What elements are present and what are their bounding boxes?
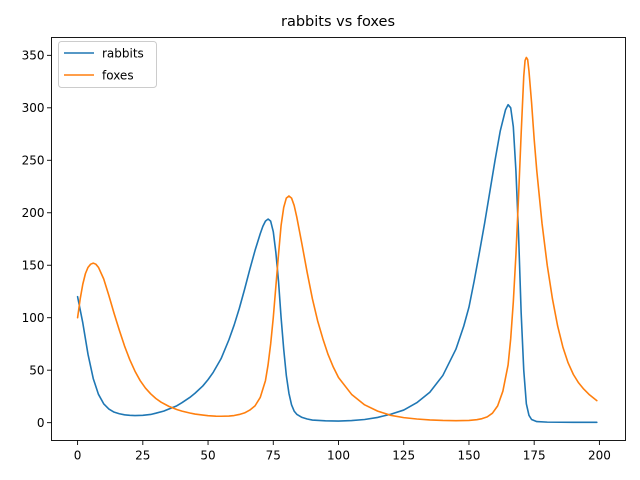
y-tick-label: 350 [22, 49, 45, 63]
x-tick-label: 75 [266, 449, 281, 463]
y-tick-label: 250 [22, 154, 45, 168]
x-tick-label: 150 [458, 449, 481, 463]
legend-label-foxes: foxes [102, 69, 134, 83]
x-tick-label: 25 [135, 449, 150, 463]
y-tick-label: 50 [29, 363, 44, 377]
y-tick-label: 300 [22, 101, 45, 115]
series-line-rabbits [76, 103, 598, 424]
x-tick-label: 100 [327, 449, 350, 463]
y-tick-label: 150 [22, 259, 45, 273]
legend: rabbits foxes [58, 41, 157, 88]
y-tick-label: 100 [22, 311, 45, 325]
y-axis: 0 50 100 150 200 250 300 350 [22, 49, 52, 430]
series-line-foxes [76, 56, 598, 422]
y-tick-label: 200 [22, 206, 45, 220]
x-tick-label: 200 [588, 449, 611, 463]
axes-frame [51, 37, 626, 441]
x-tick-label: 50 [200, 449, 215, 463]
x-tick-label: 0 [74, 449, 82, 463]
plot-area [76, 56, 598, 424]
x-axis: 0 25 50 75 100 125 150 175 200 [74, 440, 611, 463]
y-tick-label: 0 [37, 416, 45, 430]
chart-title: rabbits vs foxes [281, 14, 395, 30]
x-tick-label: 125 [392, 449, 415, 463]
x-tick-label: 175 [523, 449, 546, 463]
legend-label-rabbits: rabbits [102, 47, 144, 61]
